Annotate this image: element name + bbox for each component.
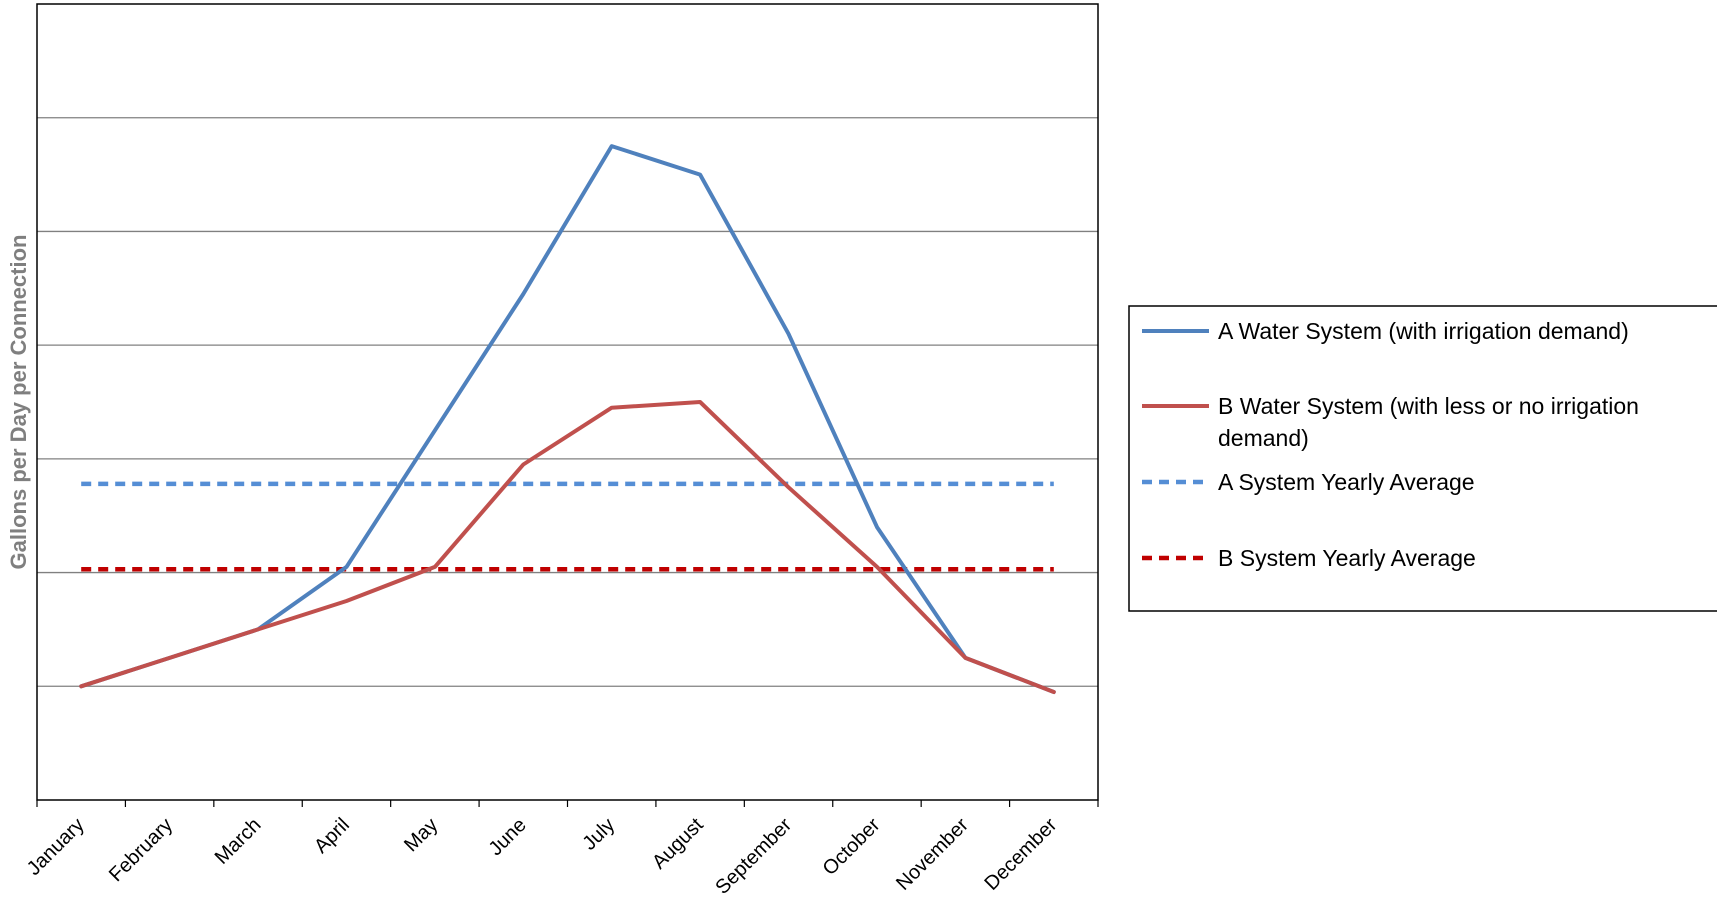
x-tick-label: May xyxy=(400,814,442,856)
series-line xyxy=(79,144,1056,694)
x-tick-label: March xyxy=(211,814,266,869)
x-tick-label: February xyxy=(105,814,177,886)
legend-label: A System Yearly Average xyxy=(1218,469,1475,495)
y-axis-title: Gallons per Day per Connection xyxy=(6,235,31,570)
legend-label: A Water System (with irrigation demand) xyxy=(1218,318,1629,344)
x-tick-label: November xyxy=(892,814,973,895)
x-axis-ticks xyxy=(36,800,1099,807)
legend-label: demand) xyxy=(1218,425,1309,451)
plot-area-border xyxy=(36,3,1099,801)
legend-box xyxy=(1128,305,1717,612)
x-tick-label: October xyxy=(819,814,885,880)
x-tick-label: September xyxy=(711,814,796,899)
x-tick-label: January xyxy=(23,814,89,880)
series-lines xyxy=(79,144,1056,694)
x-tick-label: April xyxy=(310,814,354,858)
x-tick-label: August xyxy=(648,814,708,874)
x-tick-label: July xyxy=(579,814,620,855)
x-tick-label: June xyxy=(485,814,531,860)
gridlines xyxy=(37,117,1098,687)
x-axis-tick-labels: January February March April May June July Augu… xyxy=(23,814,1062,899)
legend: A Water System (with irrigation demand) B… xyxy=(1128,305,1717,612)
legend-label: B Water System (with less or no irrigati… xyxy=(1218,393,1639,419)
series-line xyxy=(79,400,1056,694)
x-tick-label: December xyxy=(981,814,1062,895)
legend-label: B System Yearly Average xyxy=(1218,545,1476,571)
